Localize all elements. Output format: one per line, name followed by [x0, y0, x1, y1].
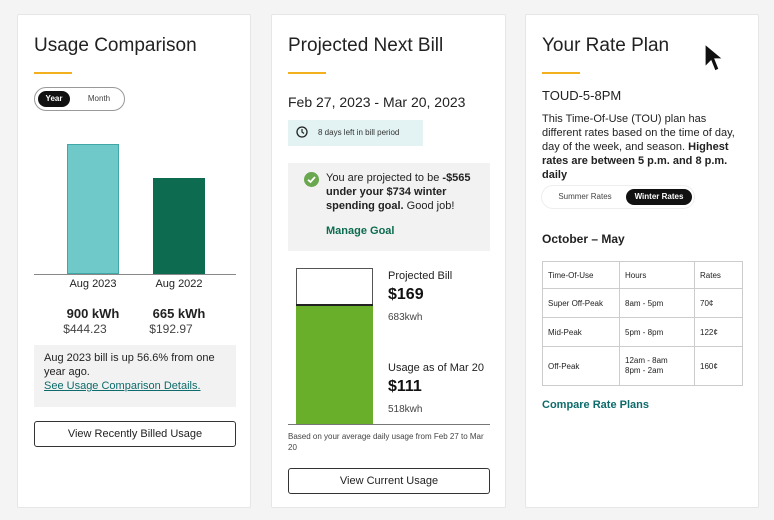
spending-goal-box: You are projected to be -$565 under your… [288, 163, 490, 251]
season-heading: October – May [542, 232, 625, 246]
usage-bar-aug-2022 [153, 178, 205, 274]
toggle-month[interactable]: Month [87, 94, 111, 103]
table-cell: 12am - 8am 8pm - 2am [619, 346, 695, 386]
usage-marker-line [296, 304, 373, 306]
table-cell: Mid-Peak [542, 317, 620, 347]
chart-baseline [34, 274, 236, 275]
col-header-hours: Hours [619, 261, 695, 289]
projected-bill-amount: $169 [388, 286, 424, 303]
goal-text-suffix: Good job! [403, 200, 455, 212]
table-row: Super Off-Peak 8am - 5pm 70¢ [542, 288, 743, 318]
usage-note-text: Aug 2023 bill is up 56.6% from one year … [44, 352, 215, 378]
usage-comparison-details-link[interactable]: See Usage Comparison Details. [44, 380, 201, 392]
usage-as-of-amount: $111 [388, 378, 422, 395]
table-cell: 70¢ [694, 288, 743, 318]
days-left-pill: 8 days left in bill period [288, 120, 423, 146]
kwh-value-2022: 665 kWh [152, 306, 206, 321]
year-month-toggle[interactable]: Year Month [34, 87, 125, 111]
title-accent-rule [288, 72, 326, 74]
bill-chart-baseline [288, 424, 490, 425]
kwh-value-2023: 900 kWh [66, 306, 120, 321]
manage-goal-link[interactable]: Manage Goal [326, 225, 395, 237]
col-header-time-of-use: Time-Of-Use [542, 261, 620, 289]
rate-plan-name: TOUD-5-8PM [542, 88, 622, 103]
usage-comparison-card: Usage Comparison Year Month Aug 2023 Aug… [17, 14, 251, 508]
cost-value-2023: $444.23 [63, 322, 107, 336]
table-cell: 5pm - 8pm [619, 317, 695, 347]
goal-text-prefix: You are projected to be [326, 172, 443, 184]
usage-comparison-title: Usage Comparison [34, 35, 197, 56]
usage-as-of-kwh: 518kwh [388, 404, 423, 415]
table-cell: 8am - 5pm [619, 288, 695, 318]
title-accent-rule [542, 72, 580, 74]
usage-as-of-label: Usage as of Mar 20 [388, 362, 484, 374]
goal-text-middle: under your $734 winter spending goal. [326, 186, 447, 212]
view-recently-billed-usage-button[interactable]: View Recently Billed Usage [34, 421, 236, 447]
projected-bill-title: Projected Next Bill [288, 35, 444, 56]
rates-table-header-row: Time-Of-Use Hours Rates [542, 261, 743, 289]
title-accent-rule [34, 72, 72, 74]
rate-plan-card: Your Rate Plan TOUD-5-8PM This Time-Of-U… [525, 14, 759, 508]
compare-rate-plans-link[interactable]: Compare Rate Plans [542, 399, 649, 411]
days-left-text: 8 days left in bill period [318, 128, 400, 137]
col-header-rates: Rates [694, 261, 743, 289]
rate-plan-title: Your Rate Plan [542, 35, 670, 56]
rate-plan-description: This Time-Of-Use (TOU) plan has differen… [542, 112, 747, 182]
spending-goal-message: You are projected to be -$565 under your… [326, 171, 484, 213]
table-cell: 122¢ [694, 317, 743, 347]
rates-table: Time-Of-Use Hours Rates Super Off-Peak 8… [542, 261, 743, 386]
table-row: Mid-Peak 5pm - 8pm 122¢ [542, 317, 743, 347]
projected-bill-kwh: 683kwh [388, 312, 423, 323]
mouse-pointer-icon [704, 43, 725, 72]
table-cell: 160¢ [694, 346, 743, 386]
table-row: Off-Peak 12am - 8am 8pm - 2am 160¢ [542, 346, 743, 386]
cost-value-2022: $192.97 [149, 322, 193, 336]
rate-plan-desc-highlight: Highest rates are between 5 p.m. and 8 p… [542, 141, 729, 181]
clock-icon [296, 126, 308, 138]
goal-amount: -$565 [442, 172, 471, 184]
bill-period-dates: Feb 27, 2023 - Mar 20, 2023 [288, 94, 466, 110]
view-current-usage-button[interactable]: View Current Usage [288, 468, 490, 494]
bar-label-aug-2023: Aug 2023 [69, 278, 117, 290]
check-circle-icon [304, 172, 319, 187]
projected-bill-label: Projected Bill [388, 270, 453, 282]
toggle-summer-rates[interactable]: Summer Rates [558, 192, 612, 201]
season-rates-toggle[interactable]: Summer Rates Winter Rates [542, 186, 694, 208]
rate-plan-desc-text: This Time-Of-Use (TOU) plan has differen… [542, 113, 735, 153]
usage-to-date-bar [296, 306, 373, 424]
projected-bill-bar [296, 268, 373, 304]
table-cell: Super Off-Peak [542, 288, 620, 318]
bar-label-aug-2022: Aug 2022 [155, 278, 203, 290]
toggle-year[interactable]: Year [38, 91, 70, 107]
toggle-winter-rates[interactable]: Winter Rates [626, 189, 692, 205]
projected-bill-card: Projected Next Bill Feb 27, 2023 - Mar 2… [271, 14, 506, 508]
projection-footnote: Based on your average daily usage from F… [288, 432, 484, 452]
usage-comparison-note: Aug 2023 bill is up 56.6% from one year … [34, 345, 236, 407]
usage-bar-aug-2023 [67, 144, 119, 274]
table-cell: Off-Peak [542, 346, 620, 386]
